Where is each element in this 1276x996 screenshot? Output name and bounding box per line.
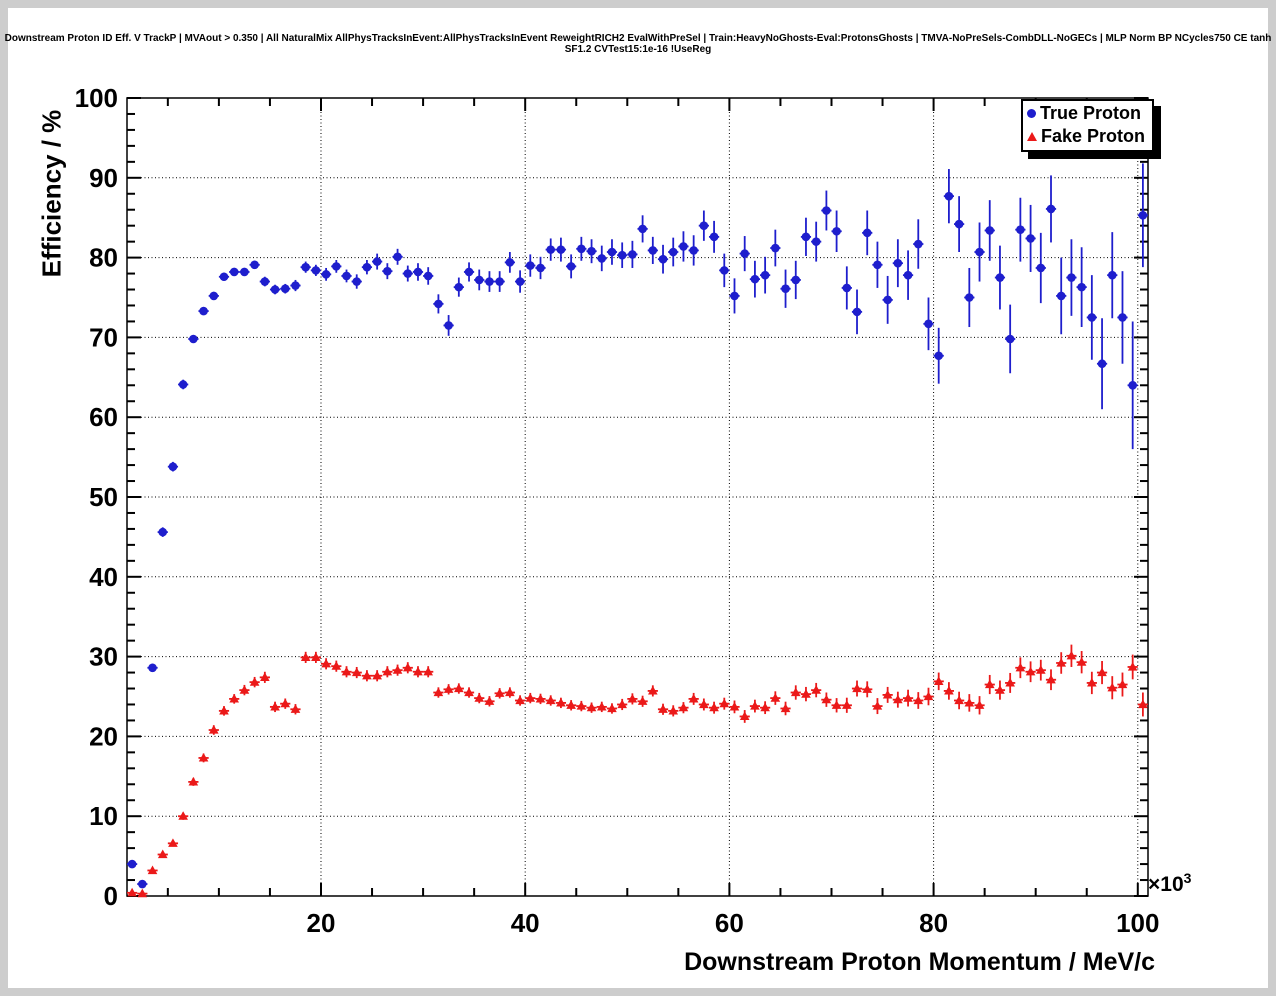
svg-text:20: 20 (89, 721, 118, 751)
svg-text:10: 10 (89, 801, 118, 831)
svg-text:60: 60 (715, 908, 744, 938)
plot-title: Downstream Proton ID Eff. V TrackP | MVA… (4, 33, 1272, 55)
svg-text:80: 80 (89, 243, 118, 273)
legend-item-fake-proton: Fake Proton (1023, 125, 1152, 148)
x-power-base: ×10 (1148, 873, 1184, 896)
legend-label-fake-proton: Fake Proton (1041, 126, 1146, 146)
svg-text:30: 30 (89, 642, 118, 672)
svg-text:70: 70 (89, 322, 118, 352)
fake-proton-marker-icon (1027, 132, 1037, 141)
x-axis-power-label: ×103 (1148, 870, 1191, 897)
y-tick-labels: 0 10 20 30 40 50 60 70 80 90 100 (75, 83, 118, 911)
grid-lines (127, 98, 1148, 896)
svg-text:60: 60 (89, 402, 118, 432)
plot-frame (126, 97, 1149, 897)
x-tick-labels: 20 40 60 80 100 (307, 908, 1160, 938)
svg-text:80: 80 (919, 908, 948, 938)
svg-text:50: 50 (89, 482, 118, 512)
x-power-exponent: 3 (1183, 870, 1192, 886)
svg-text:100: 100 (75, 83, 118, 113)
svg-text:20: 20 (307, 908, 336, 938)
legend-label-true-proton: True Proton (1040, 103, 1142, 123)
legend: True Proton Fake Proton (1021, 99, 1154, 152)
legend-item-true-proton: True Proton (1023, 102, 1152, 125)
x-axis-title: Downstream Proton Momentum / MeV/c (684, 948, 1155, 976)
true-proton-marker-icon (1027, 109, 1036, 118)
series-true-proton (127, 163, 1148, 889)
axis-ticks (127, 97, 1148, 897)
svg-text:40: 40 (511, 908, 540, 938)
series-fake-proton (127, 644, 1148, 898)
svg-text:100: 100 (1116, 908, 1159, 938)
svg-text:0: 0 (104, 881, 118, 911)
svg-text:40: 40 (89, 562, 118, 592)
svg-text:90: 90 (89, 163, 118, 193)
